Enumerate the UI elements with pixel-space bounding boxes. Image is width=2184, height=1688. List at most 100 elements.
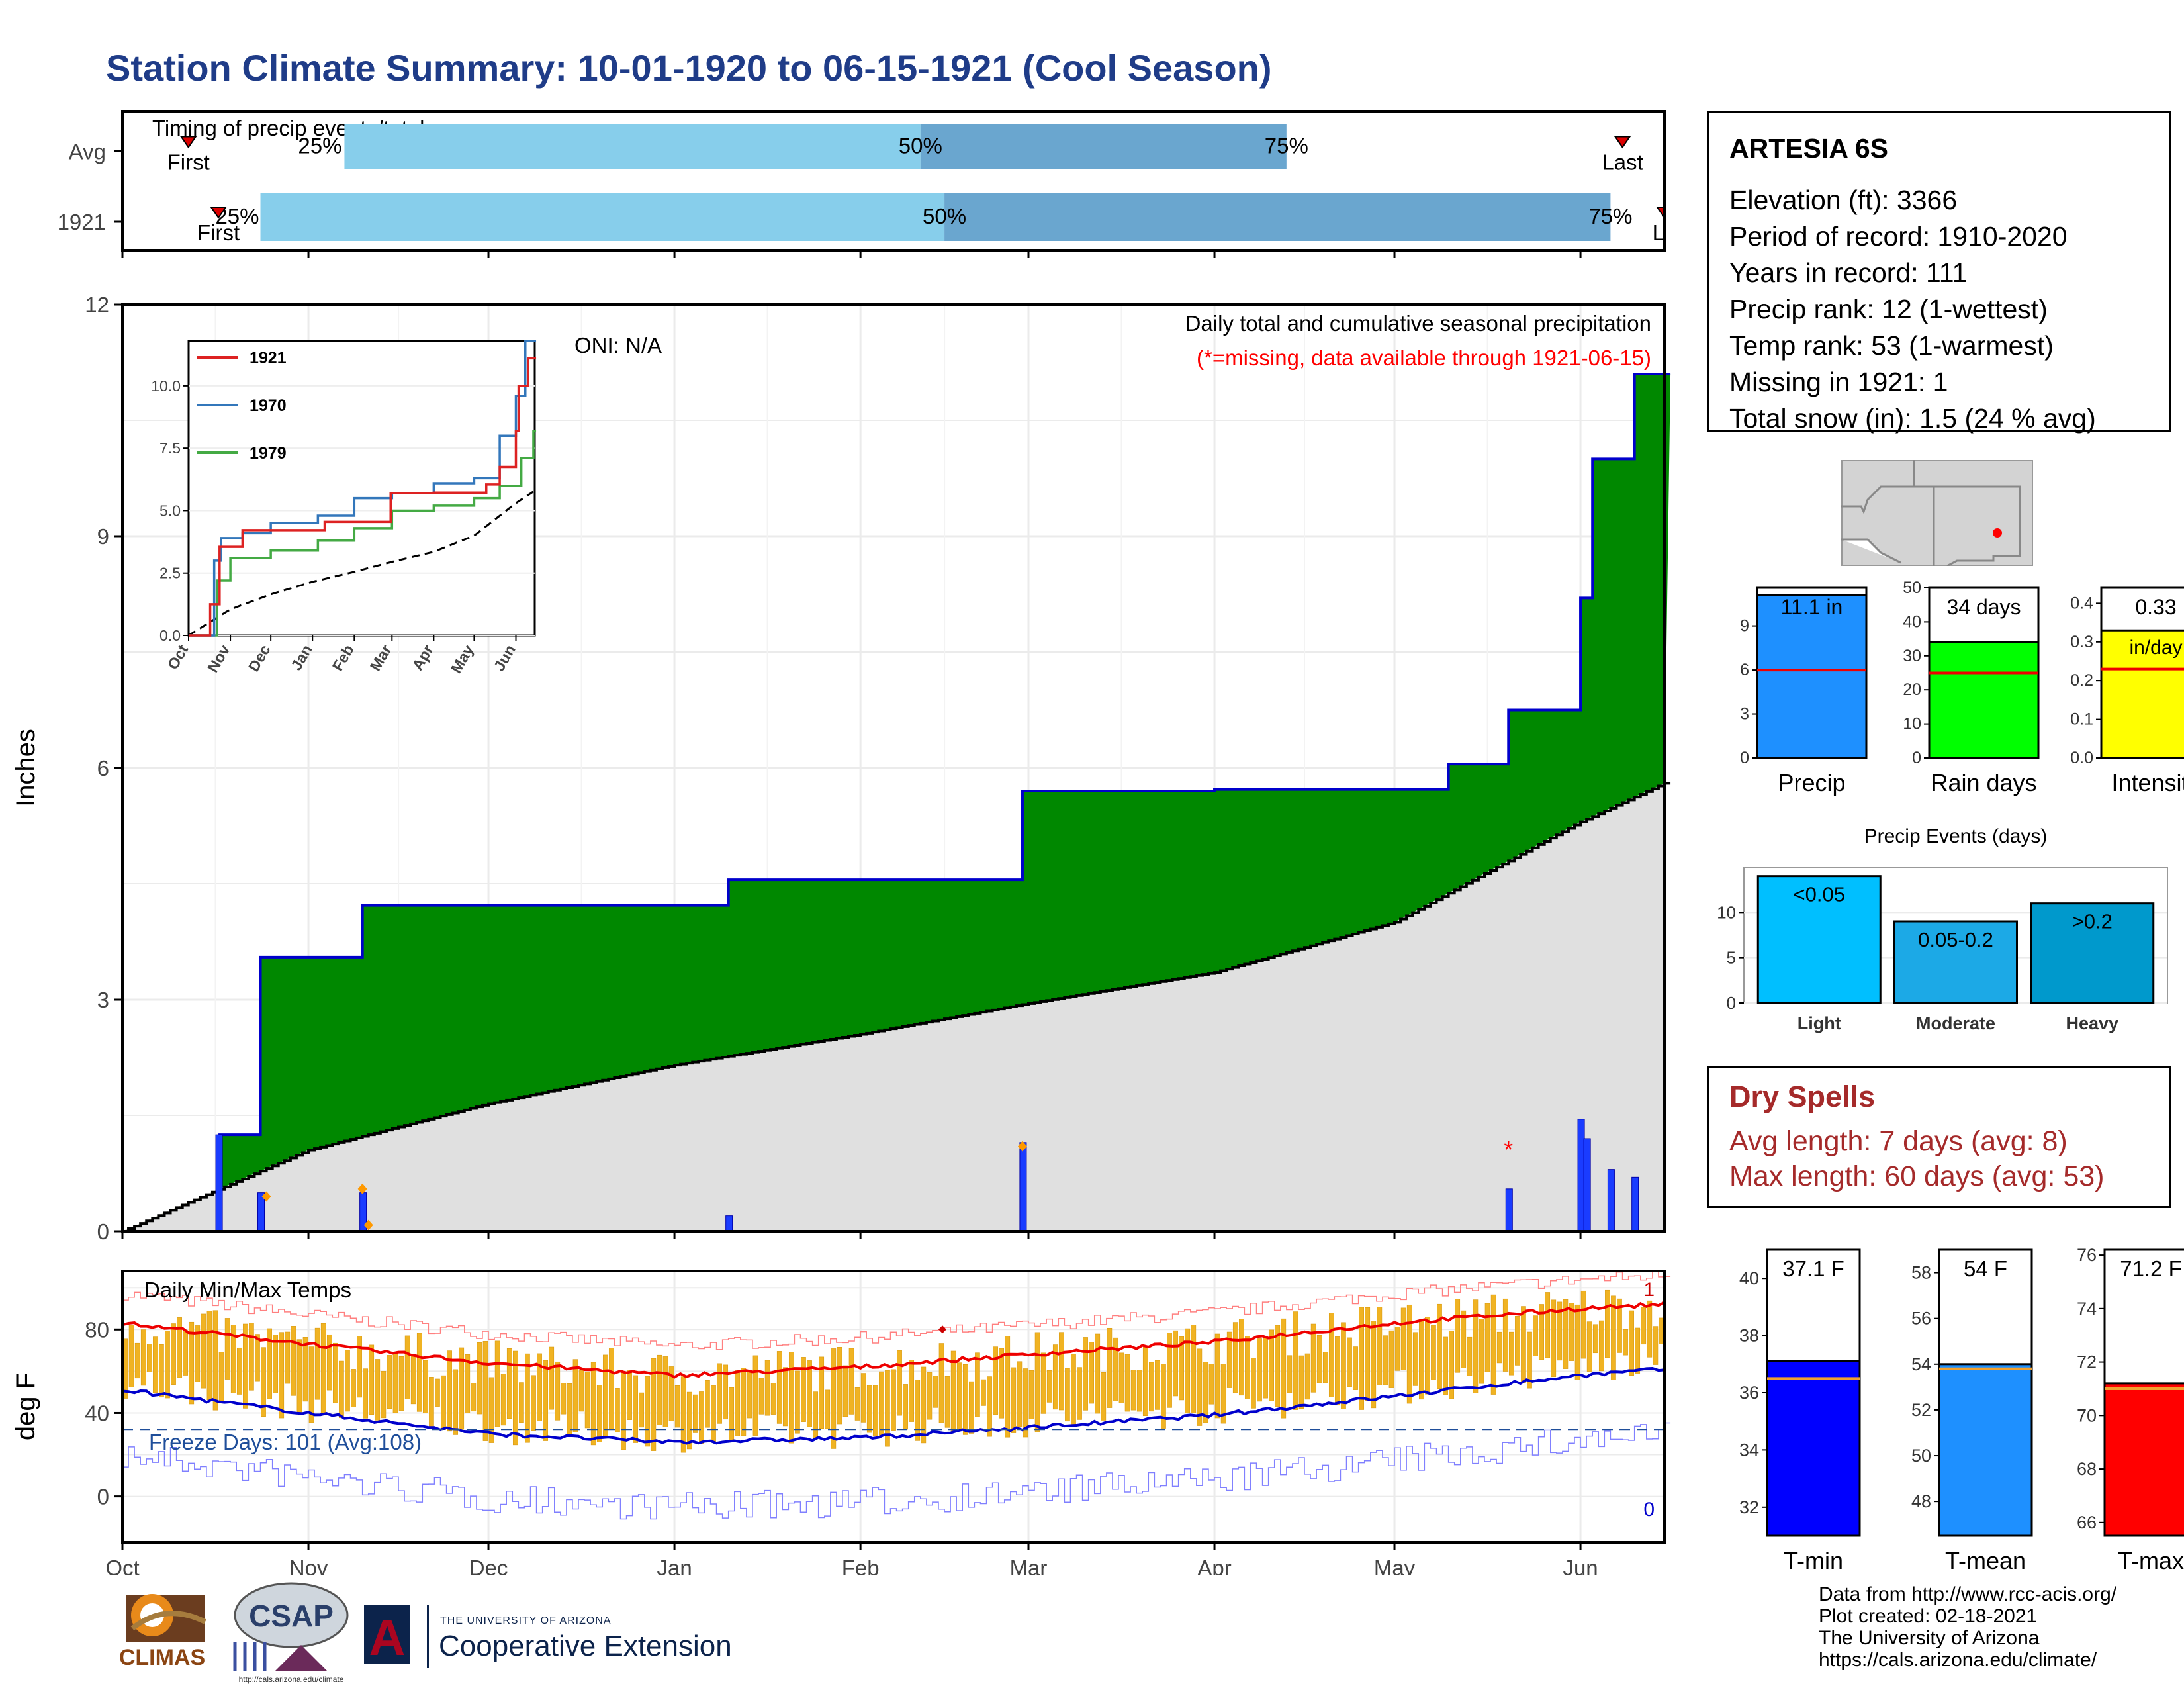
daily-temp-bar — [944, 1376, 950, 1428]
ua-small-text: THE UNIVERSITY OF ARIZONA — [440, 1615, 612, 1626]
daily-temp-bar — [1443, 1336, 1448, 1395]
daily-temp-bar — [1592, 1324, 1598, 1354]
daily-temp-bar — [717, 1363, 722, 1424]
daily-precip-bar — [725, 1215, 733, 1232]
timing-first-marker — [210, 207, 227, 219]
daily-temp-bar — [410, 1356, 416, 1405]
daily-temp-bar — [320, 1323, 326, 1414]
daily-temp-bar — [1310, 1323, 1316, 1393]
daily-temp-bar — [627, 1370, 632, 1420]
temp-stat-y-tick-label: 72 — [2077, 1352, 2097, 1372]
freeze-days-label: Freeze Days: 101 (Avg:108) — [149, 1430, 422, 1454]
daily-temp-bar — [398, 1356, 404, 1411]
daily-temp-bar — [296, 1339, 302, 1414]
daily-temp-bar — [416, 1333, 422, 1412]
daily-temp-bar — [267, 1328, 272, 1399]
daily-temp-bar — [1052, 1344, 1058, 1410]
daily-temp-bar — [633, 1375, 638, 1443]
daily-temp-bar — [1365, 1307, 1371, 1401]
daily-temp-bar — [1515, 1316, 1520, 1366]
daily-temp-bar — [555, 1361, 561, 1421]
record-low-count: 0 — [1643, 1499, 1655, 1521]
snow-marker — [357, 1183, 367, 1194]
daily-temp-bar — [879, 1371, 884, 1436]
temp-panel: 0 40 80 Oct Nov Dec Jan Feb Mar Apr May Jun Daily Mi… — [11, 1270, 1671, 1575]
daily-precip-bar — [1631, 1176, 1639, 1232]
daily-temp-bar — [1449, 1331, 1454, 1399]
daily-temp-bar — [183, 1330, 189, 1376]
daily-temp-bar — [981, 1379, 986, 1406]
daily-temp-bar — [1580, 1290, 1586, 1359]
daily-temp-bar — [1527, 1331, 1532, 1389]
daily-temp-bar — [1635, 1327, 1641, 1374]
mini-bar-y-tick-label: 0 — [1740, 749, 1749, 767]
temp-stat-bar-t-min — [1766, 1360, 1861, 1537]
daily-temp-bar — [927, 1372, 933, 1420]
daily-temp-bar — [1118, 1352, 1124, 1403]
timing-first-label: First — [197, 220, 240, 245]
mini-bar-value-label: 11.1 in — [1781, 595, 1843, 619]
month-axis-label: Dec — [469, 1556, 508, 1575]
csap-logo: CSAP http://cals.arizona.edu/climate — [233, 1582, 349, 1684]
daily-temp-bar — [1431, 1325, 1436, 1380]
mini-bar-intensity — [2100, 629, 2184, 759]
inset-y-tick-label: 7.5 — [159, 440, 181, 457]
daily-temp-bar — [848, 1348, 854, 1415]
daily-temp-bar — [938, 1343, 944, 1423]
daily-temp-bar — [1263, 1336, 1268, 1399]
daily-temp-bar — [651, 1358, 657, 1451]
daily-temp-bar — [1341, 1322, 1346, 1409]
daily-temp-bar — [1394, 1327, 1400, 1371]
daily-temp-bar — [465, 1354, 471, 1413]
missing-marker: * — [1504, 1136, 1513, 1163]
temp-stat-y-tick-label: 50 — [1911, 1446, 1931, 1466]
mini-bar-y-tick-label: 20 — [1903, 680, 1921, 699]
daily-temp-bar — [584, 1371, 590, 1429]
mini-bar-charts: 0 3 6 9 11.1 in Precip 0 10 20 30 40 50 34 days Rain … — [1740, 579, 2184, 796]
daily-temp-bar — [1659, 1317, 1664, 1344]
daily-temp-bar — [674, 1385, 680, 1428]
temp-stat-y-tick-label: 36 — [1739, 1383, 1759, 1403]
daily-temp-bar — [578, 1370, 584, 1412]
daily-temp-bar — [279, 1332, 285, 1419]
inset-y-tick-label: 5.0 — [159, 502, 181, 519]
daily-temp-bar — [1623, 1329, 1628, 1356]
dry-spells-box: Dry Spells Avg length: 7 days (avg: 8) M… — [1707, 1066, 2171, 1208]
daily-temp-bar — [915, 1379, 921, 1441]
daily-temp-bar — [218, 1352, 224, 1401]
dry-spells-title: Dry Spells — [1729, 1080, 1876, 1113]
mini-bar-x-label: Rain days — [1931, 769, 2036, 796]
daily-temp-bar — [1107, 1327, 1113, 1408]
month-axis-label: Mar — [1010, 1556, 1048, 1575]
daily-temp-bar — [1089, 1342, 1095, 1404]
daily-temp-bar — [639, 1392, 645, 1428]
temp-stat-y-tick-label: 52 — [1911, 1400, 1931, 1420]
mini-bar-x-label: Intensity — [2111, 769, 2184, 796]
daily-temp-bar — [339, 1360, 344, 1419]
temp-stat-bar-t-mean — [1938, 1363, 2033, 1537]
daily-temp-bar — [423, 1360, 428, 1413]
daily-temp-bar — [189, 1321, 195, 1405]
temp-y-tick-label: 80 — [85, 1317, 109, 1342]
daily-precip-bar — [215, 1134, 223, 1232]
daily-temp-bar — [831, 1348, 837, 1449]
daily-temp-bar — [171, 1323, 176, 1385]
daily-temp-bar — [159, 1344, 164, 1398]
daily-temp-bar — [134, 1342, 140, 1379]
precip-average-line — [122, 782, 1671, 1233]
daily-temp-bar — [885, 1370, 890, 1447]
daily-temp-bar — [531, 1375, 536, 1431]
events-y-tick-label: 5 — [1727, 948, 1736, 968]
credit-line: Data from http://www.rcc-acis.org/ — [1819, 1583, 2117, 1605]
daily-temp-bar — [519, 1382, 524, 1423]
credits: Data from http://www.rcc-acis.org/ Plot … — [1819, 1583, 2116, 1671]
daily-temp-bar — [201, 1313, 206, 1389]
events-bar-inner-label: 0.05-0.2 — [1918, 928, 1993, 951]
mini-bar-y-tick-label: 3 — [1740, 705, 1749, 724]
station-temp-rank: Temp rank: 53 (1-warmest) — [1729, 330, 2054, 361]
precip-caption: Daily total and cumulative seasonal prec… — [1185, 311, 1651, 336]
daily-temp-bar — [615, 1388, 620, 1432]
temp-stat-value-label: 54 F — [1964, 1256, 2007, 1281]
daily-temp-bar — [596, 1385, 602, 1442]
temp-y-tick-label: 40 — [85, 1401, 109, 1425]
